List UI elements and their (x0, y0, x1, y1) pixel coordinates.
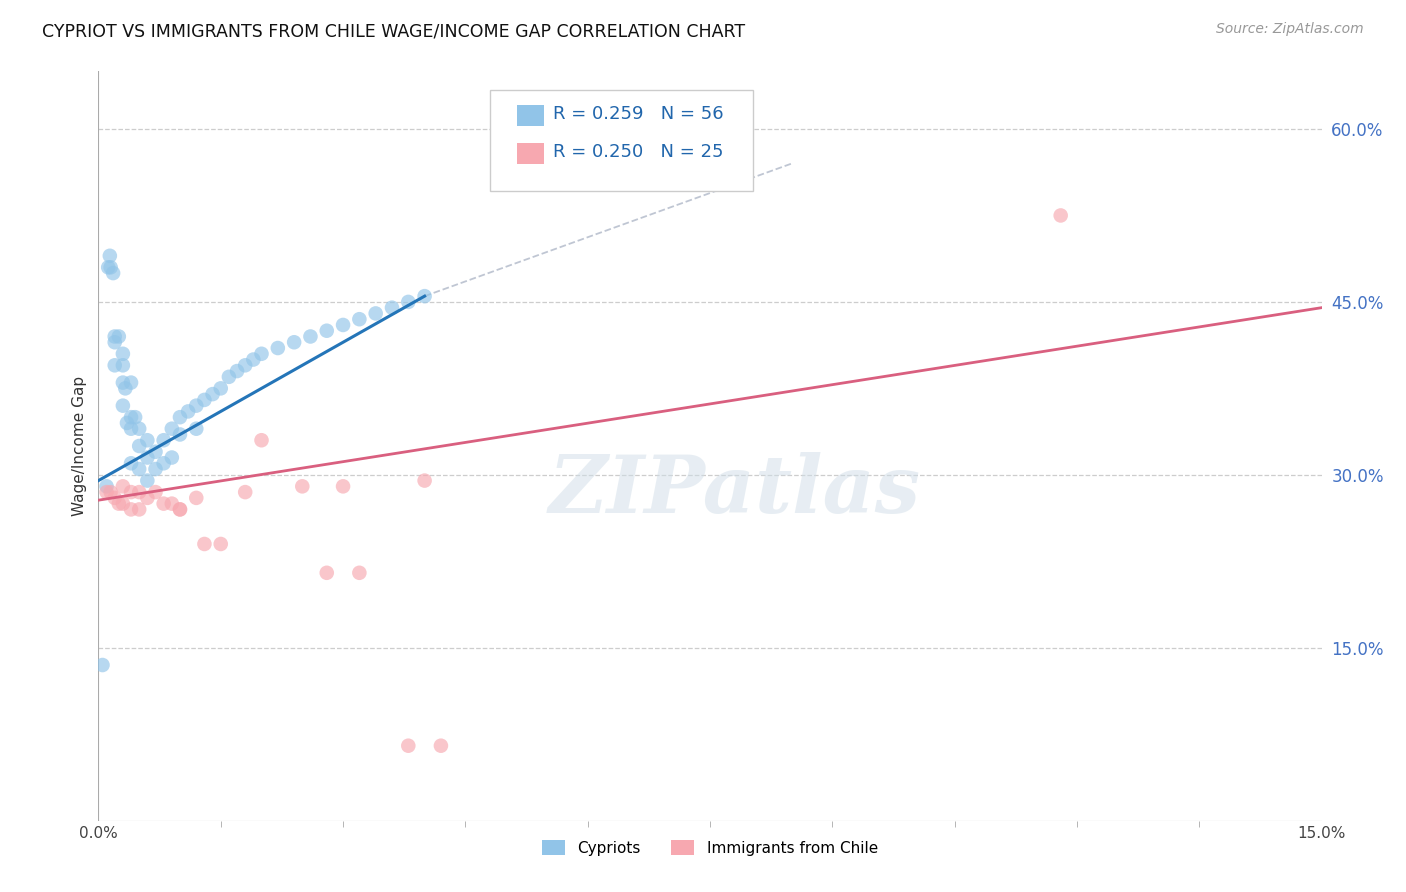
Point (111, 399, 134, 413)
Point (111, 347, 134, 361)
Point (177, 404, 200, 418)
Point (349, 312, 371, 326)
Point (108, 497, 131, 511)
Point (136, 491, 159, 505)
Point (128, 485, 150, 500)
Point (169, 410, 191, 425)
Point (186, 422, 208, 436)
Point (186, 399, 208, 413)
Point (413, 289, 436, 303)
Point (120, 422, 142, 436)
Point (128, 422, 150, 436)
Point (136, 434, 159, 448)
Point (186, 491, 208, 505)
Point (100, 485, 122, 500)
FancyBboxPatch shape (517, 143, 544, 163)
Point (160, 450, 183, 465)
Point (124, 410, 146, 425)
Point (111, 376, 134, 390)
FancyBboxPatch shape (489, 90, 752, 191)
Point (169, 502, 191, 516)
Point (128, 439, 150, 453)
Point (100, 260, 122, 275)
Point (152, 456, 174, 470)
Point (136, 474, 159, 488)
Point (111, 359, 134, 373)
Point (145, 444, 167, 458)
Point (128, 462, 150, 476)
Point (145, 462, 167, 476)
Point (104, 335, 127, 350)
Legend: Cypriots, Immigrants from Chile: Cypriots, Immigrants from Chile (536, 833, 884, 862)
Point (315, 566, 337, 580)
Text: CYPRIOT VS IMMIGRANTS FROM CHILE WAGE/INCOME GAP CORRELATION CHART: CYPRIOT VS IMMIGRANTS FROM CHILE WAGE/IN… (42, 22, 745, 40)
Point (98, 249, 121, 263)
Point (136, 450, 159, 465)
Point (332, 479, 354, 493)
Point (111, 479, 134, 493)
Point (114, 381, 136, 395)
Point (160, 422, 183, 436)
Point (283, 335, 305, 350)
Point (242, 352, 264, 367)
Point (193, 537, 215, 551)
Point (91, 658, 114, 673)
Text: R = 0.259   N = 56: R = 0.259 N = 56 (554, 105, 724, 123)
Y-axis label: Wage/Income Gap: Wage/Income Gap (72, 376, 87, 516)
FancyBboxPatch shape (517, 105, 544, 126)
Text: R = 0.250   N = 25: R = 0.250 N = 25 (554, 143, 724, 161)
Point (120, 376, 142, 390)
Point (128, 502, 150, 516)
Point (250, 347, 273, 361)
Point (152, 497, 174, 511)
Point (169, 427, 191, 442)
Point (120, 485, 142, 500)
Point (233, 359, 256, 373)
Point (201, 387, 224, 401)
Point (104, 329, 127, 343)
Point (96, 479, 118, 493)
Point (381, 301, 404, 315)
Point (364, 306, 387, 320)
Point (250, 434, 273, 448)
Point (233, 485, 256, 500)
Point (396, 294, 419, 309)
Point (396, 739, 419, 753)
Text: ZIPatlas: ZIPatlas (548, 452, 921, 530)
Point (430, 739, 453, 753)
Point (97, 260, 120, 275)
Point (1049, 209, 1071, 223)
Point (226, 364, 249, 378)
Point (111, 497, 134, 511)
Point (413, 474, 436, 488)
Text: Source: ZipAtlas.com: Source: ZipAtlas.com (1216, 22, 1364, 37)
Point (104, 359, 127, 373)
Point (108, 329, 131, 343)
Point (332, 318, 354, 332)
Point (218, 369, 240, 384)
Point (267, 341, 290, 355)
Point (96, 485, 118, 500)
Point (120, 502, 142, 516)
Point (209, 381, 232, 395)
Point (152, 434, 174, 448)
Point (291, 479, 314, 493)
Point (120, 456, 142, 470)
Point (145, 485, 167, 500)
Point (115, 416, 138, 430)
Point (104, 491, 127, 505)
Point (299, 329, 322, 343)
Point (315, 324, 337, 338)
Point (193, 392, 215, 407)
Point (169, 502, 191, 516)
Point (120, 410, 142, 425)
Point (160, 497, 183, 511)
Point (209, 537, 232, 551)
Point (349, 566, 371, 580)
Point (101, 266, 124, 280)
